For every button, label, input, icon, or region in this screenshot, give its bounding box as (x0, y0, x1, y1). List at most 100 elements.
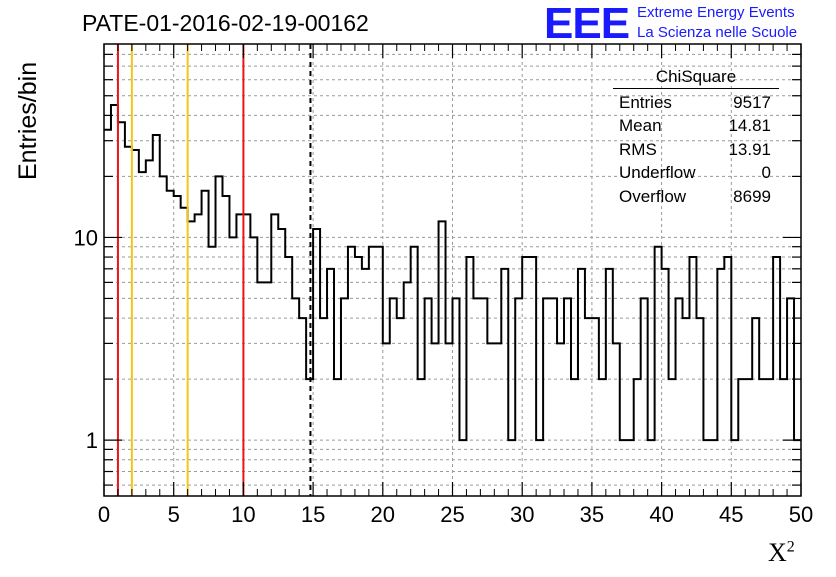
stats-label: Mean (619, 116, 662, 136)
logo-caption-line1: Extreme Energy Events (637, 4, 795, 21)
histogram-bin (236, 214, 243, 496)
histogram-series (104, 104, 801, 442)
histogram-bin (264, 282, 271, 496)
y-axis-label: Entries/bin (14, 61, 42, 180)
histogram-bin (327, 269, 334, 496)
histogram-bin (202, 191, 209, 496)
histogram-bin (425, 298, 432, 496)
histogram-bin (195, 214, 202, 496)
histogram-bin (648, 440, 655, 496)
y-tick-label: 10 (74, 225, 98, 250)
histogram-bin (160, 176, 167, 496)
histogram-bin (766, 379, 773, 496)
x-tick-label: 45 (719, 502, 743, 527)
histogram-bin (731, 440, 738, 496)
histogram-bin (564, 298, 571, 496)
histogram-bin (181, 208, 188, 496)
histogram-bin (752, 318, 759, 496)
histogram-bin (634, 379, 641, 496)
histogram-bin (153, 135, 160, 496)
histogram-bin (139, 172, 146, 496)
stats-label: Underflow (619, 163, 696, 183)
histogram-bin (480, 298, 487, 496)
stats-value: 14.81 (728, 116, 771, 136)
histogram-bin (557, 343, 564, 496)
histogram-bin (397, 318, 404, 496)
histogram-bin (404, 282, 411, 496)
histogram-bin (578, 269, 585, 496)
histogram-bin (146, 160, 153, 496)
x-tick-label: 30 (510, 502, 534, 527)
histogram-bin (522, 257, 529, 496)
x-tick-label: 15 (301, 502, 325, 527)
histogram-bin (299, 318, 306, 496)
stats-row: RMS 13.91 (611, 138, 779, 161)
histogram-bin (710, 440, 717, 496)
histogram-bin (243, 214, 250, 496)
histogram-bin (278, 229, 285, 496)
histogram-bin (724, 257, 731, 496)
histogram-bin (411, 247, 418, 496)
stats-row: Overflow 8699 (611, 185, 779, 208)
chart-title: PATE-01-2016-02-19-00162 (82, 10, 369, 36)
logo-caption-line2: La Scienza nelle Scuole (637, 24, 798, 41)
histogram-bin (432, 343, 439, 496)
x-tick-label: 20 (371, 502, 395, 527)
histogram-bin (592, 318, 599, 496)
stats-label: Overflow (619, 186, 687, 206)
stats-row: Mean 14.81 (611, 114, 779, 137)
histogram-bin (550, 298, 557, 496)
histogram-bin (606, 269, 613, 496)
x-tick-label: 25 (440, 502, 464, 527)
histogram-bin (418, 379, 425, 496)
histogram-bin (717, 269, 724, 496)
stats-box: ChiSquare Entries 9517 Mean 14.81 RMS 13… (611, 66, 779, 208)
x-tick-label: 50 (789, 502, 813, 527)
histogram-bin (655, 247, 662, 496)
histogram-bin (250, 237, 257, 496)
stats-value: 9517 (733, 93, 771, 112)
histogram-bin (759, 379, 766, 496)
histogram-bin (167, 191, 174, 496)
histogram-bin (348, 247, 355, 496)
histogram-bin (439, 221, 446, 496)
x-tick-label: 0 (98, 502, 110, 527)
histogram-bin (229, 237, 236, 496)
histogram-bin (689, 257, 696, 496)
histogram-bin (627, 440, 634, 496)
stats-title: ChiSquare (613, 66, 779, 89)
histogram-bin (515, 298, 522, 496)
stats-row: Underflow 0 (611, 161, 779, 184)
histogram-bin (174, 196, 181, 496)
histogram-bin (125, 147, 132, 496)
histogram-bin (390, 298, 397, 496)
histogram-bin (585, 318, 592, 496)
histogram-bin (613, 343, 620, 496)
histogram-bin (334, 379, 341, 496)
histogram-bin (271, 214, 278, 496)
histogram-bin (111, 105, 118, 496)
histogram-bin (383, 343, 390, 496)
stats-label: RMS (619, 139, 657, 159)
stats-value: 13.91 (728, 139, 771, 159)
histogram-bin (369, 247, 376, 496)
histogram-bin (696, 318, 703, 496)
histogram-bin (473, 298, 480, 496)
histogram-bin (459, 440, 466, 496)
histogram-bin (745, 379, 752, 496)
histogram-bin (794, 440, 801, 496)
histogram-bin (285, 257, 292, 496)
histogram-bin (292, 298, 299, 496)
histogram-bin (494, 343, 501, 496)
histogram-bin (543, 298, 550, 496)
histogram-bin (466, 257, 473, 496)
histogram-bin (362, 269, 369, 496)
stats-value: 8699 (733, 186, 771, 206)
histogram-bin (703, 440, 710, 496)
histogram-bin (669, 379, 676, 496)
x-tick-label: 35 (580, 502, 604, 527)
histogram-bin (104, 130, 111, 496)
histogram-bin (313, 229, 320, 496)
histogram-bin (529, 257, 536, 496)
